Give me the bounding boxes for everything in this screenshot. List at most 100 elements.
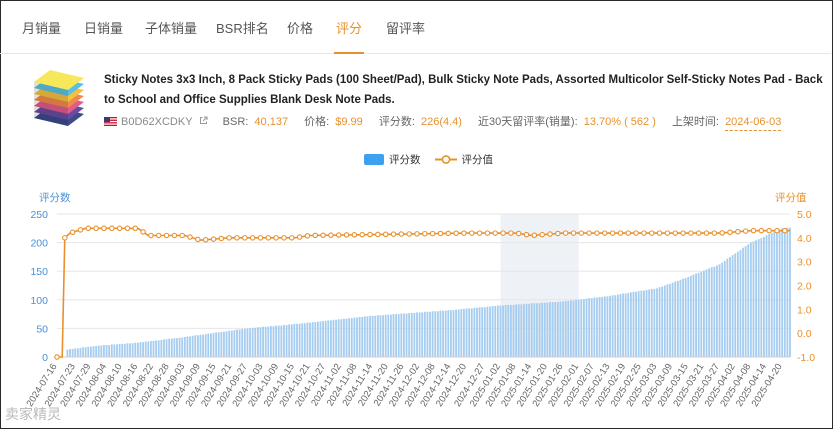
rating-point[interactable] (445, 230, 452, 237)
bar[interactable] (319, 321, 322, 357)
bar[interactable] (674, 281, 677, 357)
bar[interactable] (603, 296, 606, 357)
bar[interactable] (92, 346, 95, 357)
bar[interactable] (530, 303, 533, 357)
bar[interactable] (369, 315, 371, 357)
rating-point[interactable] (163, 232, 170, 239)
rating-point[interactable] (508, 230, 514, 236)
rating-chart[interactable]: 050100150200250-1.00.01.02.03.04.05.0202… (0, 180, 833, 425)
bar[interactable] (515, 304, 518, 357)
bar[interactable] (103, 344, 105, 357)
rating-point[interactable] (586, 230, 592, 236)
bar[interactable] (199, 334, 202, 357)
bar[interactable] (416, 312, 418, 357)
rating-point[interactable] (195, 236, 201, 243)
bar[interactable] (136, 342, 139, 357)
bar[interactable] (69, 348, 71, 357)
bar[interactable] (463, 308, 465, 357)
rating-point[interactable] (547, 231, 553, 237)
bar[interactable] (590, 298, 593, 357)
bar[interactable] (332, 319, 335, 357)
bar[interactable] (632, 291, 635, 357)
bar[interactable] (395, 314, 398, 357)
bar[interactable] (637, 291, 640, 357)
bar[interactable] (269, 326, 272, 357)
bar[interactable] (225, 331, 228, 357)
bar[interactable] (760, 238, 763, 357)
bar[interactable] (397, 314, 400, 357)
bar[interactable] (405, 313, 408, 357)
rating-point[interactable] (69, 229, 76, 236)
bar[interactable] (168, 338, 171, 357)
rating-point[interactable] (609, 230, 616, 236)
bar[interactable] (196, 335, 199, 357)
bar[interactable] (543, 302, 546, 357)
rating-point[interactable] (398, 231, 405, 237)
rating-point[interactable] (179, 232, 185, 239)
bar[interactable] (627, 292, 630, 357)
bar[interactable] (301, 323, 304, 357)
bar[interactable] (418, 312, 421, 357)
bar[interactable] (739, 250, 742, 357)
bar[interactable] (311, 322, 314, 357)
rating-point[interactable] (312, 232, 318, 239)
bar[interactable] (723, 260, 726, 357)
bar[interactable] (541, 302, 544, 357)
rating-point[interactable] (539, 231, 545, 238)
bar[interactable] (144, 341, 147, 357)
bar[interactable] (564, 300, 567, 357)
bar[interactable] (202, 334, 204, 357)
bar[interactable] (708, 268, 711, 357)
rating-point[interactable] (633, 230, 639, 236)
bar[interactable] (97, 345, 100, 357)
bar[interactable] (509, 304, 512, 357)
bar[interactable] (121, 343, 124, 357)
bar[interactable] (481, 307, 484, 357)
bar[interactable] (233, 330, 236, 357)
bar[interactable] (82, 347, 84, 357)
rating-point[interactable] (85, 225, 92, 232)
bar[interactable] (256, 327, 259, 357)
rating-point[interactable] (782, 227, 788, 234)
rating-point[interactable] (703, 230, 710, 236)
rating-point[interactable] (335, 232, 342, 238)
bar[interactable] (220, 331, 223, 357)
rating-point[interactable] (594, 230, 600, 236)
bar[interactable] (781, 228, 784, 357)
rating-point[interactable] (109, 225, 115, 232)
bar[interactable] (643, 290, 645, 357)
bar[interactable] (160, 339, 163, 357)
bar[interactable] (436, 311, 439, 357)
bar[interactable] (744, 246, 747, 357)
rating-point[interactable] (226, 235, 232, 241)
bar[interactable] (682, 278, 684, 357)
bar[interactable] (358, 316, 361, 357)
bar[interactable] (786, 227, 789, 357)
product-thumbnail[interactable] (28, 66, 88, 136)
bar[interactable] (752, 241, 755, 357)
bar[interactable] (228, 330, 231, 357)
bar[interactable] (157, 340, 160, 357)
bar[interactable] (384, 314, 387, 357)
bar[interactable] (123, 343, 126, 357)
tab-monthly-sales[interactable]: 月销量 (22, 21, 62, 36)
rating-point[interactable] (484, 230, 491, 236)
bar[interactable] (783, 228, 786, 357)
bar[interactable] (729, 256, 731, 357)
rating-point[interactable] (641, 230, 647, 236)
bar[interactable] (609, 295, 611, 357)
bar[interactable] (296, 323, 298, 357)
rating-point[interactable] (218, 235, 225, 242)
bar[interactable] (494, 306, 497, 357)
bar[interactable] (324, 320, 327, 357)
bar[interactable] (449, 310, 452, 357)
bar[interactable] (272, 326, 275, 357)
bar[interactable] (410, 312, 413, 357)
bar[interactable] (731, 255, 734, 357)
bar[interactable] (343, 318, 345, 357)
bar[interactable] (66, 349, 69, 357)
bar[interactable] (212, 332, 215, 357)
bar[interactable] (749, 242, 752, 357)
bar[interactable] (118, 343, 121, 357)
bar[interactable] (520, 304, 523, 357)
